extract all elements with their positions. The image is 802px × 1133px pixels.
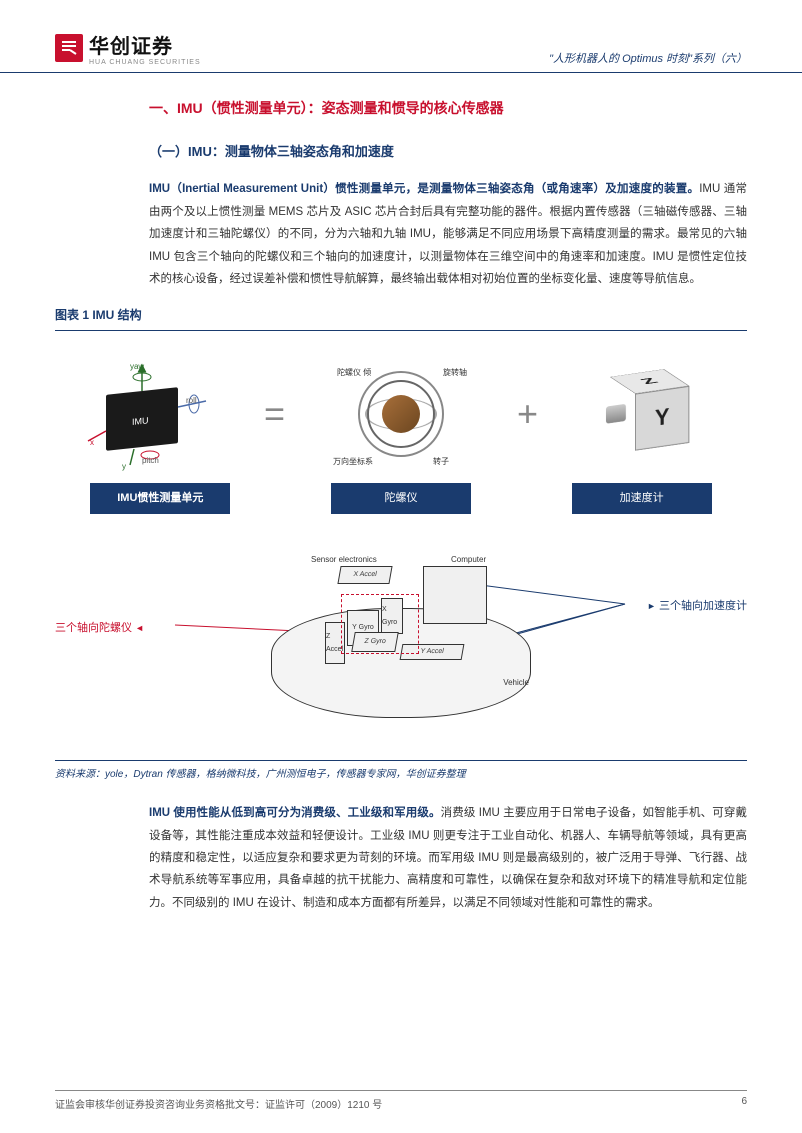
page-number: 6 — [741, 1096, 747, 1111]
logo-area: 华创证券 HUA CHUANG SECURITIES — [55, 30, 201, 66]
gyro-axis-label: 旋转轴 — [443, 365, 467, 380]
x-gyro-block: X Gyro — [381, 598, 403, 634]
logo-text: 华创证券 HUA CHUANG SECURITIES — [89, 30, 201, 66]
component-labels-row: IMU惯性测量单元 陀螺仪 加速度计 — [55, 483, 747, 514]
imu-cube-diagram: yaw roll pitch x y — [78, 359, 218, 469]
gyro-rings-icon — [356, 369, 446, 459]
logo-mark-icon — [55, 34, 83, 62]
figure-source: 资料来源：yole，Dytran 传感器，格纳微科技，广州测恒电子，传感器专家网… — [55, 760, 747, 784]
section-heading-1: 一、IMU（惯性测量单元）：姿态测量和惯导的核心传感器 — [149, 95, 747, 122]
z-gyro-block: Z Gyro — [351, 632, 399, 652]
y-label: y — [122, 459, 126, 474]
diagram-equation-row: yaw roll pitch x y = 陀螺仪 倾 旋转轴 万向坐标系 转子 — [55, 349, 747, 479]
logo-en: HUA CHUANG SECURITIES — [89, 59, 201, 66]
footer-license: 证监会审核华创证券投资咨询业务资格批文号：证监许可（2009）1210 号 — [55, 1096, 382, 1111]
computer-block — [423, 566, 487, 624]
gyro-component-label: 陀螺仪 — [331, 483, 471, 514]
figure-1-area: yaw roll pitch x y = 陀螺仪 倾 旋转轴 万向坐标系 转子 — [55, 341, 747, 748]
accel-component-label: 加速度计 — [572, 483, 712, 514]
content-area: 一、IMU（惯性测量单元）：姿态测量和惯导的核心传感器 （一）IMU：测量物体三… — [0, 73, 802, 914]
page-header: 华创证券 HUA CHUANG SECURITIES "人形机器人的 Optim… — [0, 0, 802, 73]
connector-icon — [606, 404, 626, 424]
vehicle-label: Vehicle — [503, 675, 529, 690]
page-footer: 证监会审核华创证券投资咨询业务资格批文号：证监许可（2009）1210 号 6 — [55, 1090, 747, 1111]
series-title: "人形机器人的 Optimus 时刻"系列（六） — [549, 50, 747, 66]
plus-symbol: + — [517, 380, 538, 448]
pitch-label: pitch — [142, 453, 159, 468]
equals-symbol: = — [264, 380, 285, 448]
imu-component-label: IMU惯性测量单元 — [90, 483, 230, 514]
para2-bold: IMU 使用性能从低到高可分为消费级、工业级和军用级。 — [149, 807, 441, 819]
platform-assembly: Sensor electronics Computer Vehicle X Ac… — [261, 550, 541, 720]
x-label: x — [90, 435, 94, 450]
yaw-label: yaw — [130, 359, 144, 374]
computer-label: Computer — [451, 552, 486, 567]
para2-rest: 消费级 IMU 主要应用于日常电子设备，如智能手机、可穿戴设备等，其性能注重成本… — [149, 807, 747, 909]
accel-face-y: Y — [635, 386, 689, 451]
x-accel-block: X Accel — [337, 566, 392, 584]
roll-label: roll — [186, 393, 197, 408]
accel-cube-icon: Z Y — [622, 376, 685, 452]
figure-1-title: 图表 1 IMU 结构 — [55, 304, 747, 331]
section-heading-2: （一）IMU：测量物体三轴姿态角和加速度 — [149, 140, 747, 165]
paragraph-2: IMU 使用性能从低到高可分为消费级、工业级和军用级。消费级 IMU 主要应用于… — [149, 802, 747, 914]
gyro-rotor-label: 转子 — [433, 454, 449, 469]
para1-bold: IMU（Inertial Measurement Unit）惯性测量单元，是测量… — [149, 183, 699, 195]
gyro-gimbal-label: 万向坐标系 — [333, 454, 373, 469]
platform-diagram: 三个轴向陀螺仪 ◄ ► 三个轴向加速度计 Sensor electronics … — [55, 530, 747, 740]
paragraph-1: IMU（Inertial Measurement Unit）惯性测量单元，是测量… — [149, 178, 747, 290]
sensor-stack: X Accel Y Accel Z Accel X Gyro Y Gyro Z … — [325, 566, 485, 682]
sensor-electronics-label: Sensor electronics — [311, 552, 377, 567]
logo-cn: 华创证券 — [89, 30, 201, 59]
gyroscope-diagram: 陀螺仪 倾 旋转轴 万向坐标系 转子 — [331, 359, 471, 469]
accelerometer-diagram: Z Y — [584, 359, 724, 469]
para1-rest: IMU 通常由两个及以上惯性测量 MEMS 芯片及 ASIC 芯片合封后具有完整… — [149, 183, 747, 285]
gyro-tilt-label: 陀螺仪 倾 — [337, 365, 371, 380]
